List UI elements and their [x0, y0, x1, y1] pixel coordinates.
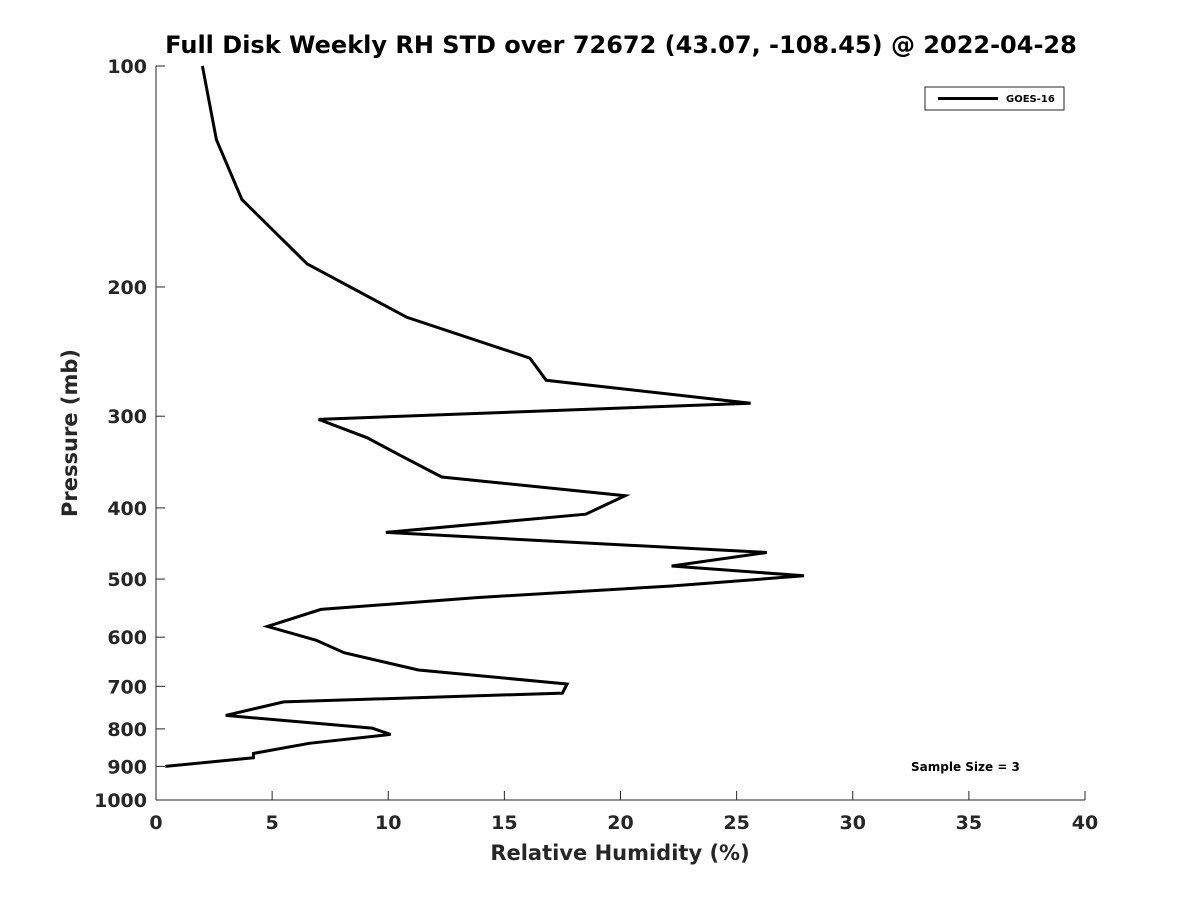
y-tick-label: 600 [107, 627, 147, 649]
axes [155, 66, 1085, 801]
x-tick-label: 15 [491, 812, 517, 834]
y-tick-label: 800 [107, 719, 147, 741]
legend: GOES-16 [924, 86, 1065, 111]
chart-title: Full Disk Weekly RH STD over 72672 (43.0… [165, 31, 1077, 59]
x-tick-label: 0 [149, 812, 162, 834]
y-axis-label: Pressure (mb) [58, 349, 82, 517]
y-tick-label: 300 [107, 406, 147, 428]
x-tick-label: 5 [266, 812, 279, 834]
x-axis-label: Relative Humidity (%) [490, 841, 749, 865]
y-tick-label: 100 [107, 56, 147, 78]
legend-label-goes16: GOES-16 [1006, 94, 1055, 105]
x-tick-label: 10 [375, 812, 401, 834]
series-line-goes-16 [165, 65, 805, 768]
sample-size-annotation: Sample Size = 3 [911, 760, 1020, 774]
series-layer [165, 65, 805, 768]
y-tick-label: 1000 [94, 790, 147, 812]
y-tick-label: 200 [107, 277, 147, 299]
x-tick-label: 25 [723, 812, 749, 834]
y-tick-label: 500 [107, 569, 147, 591]
x-tick-label: 35 [956, 812, 982, 834]
y-tick-label: 700 [107, 676, 147, 698]
x-tick-label: 20 [607, 812, 633, 834]
y-tick-label: 400 [107, 498, 147, 520]
y-tick-label: 900 [107, 756, 147, 778]
y-ticks: 100 200 300 400 500 600 700 800 900 1000 [94, 56, 165, 812]
x-ticks: 0 5 10 15 20 25 30 35 40 [149, 791, 1098, 834]
x-tick-label: 40 [1072, 812, 1098, 834]
x-tick-label: 30 [840, 812, 866, 834]
